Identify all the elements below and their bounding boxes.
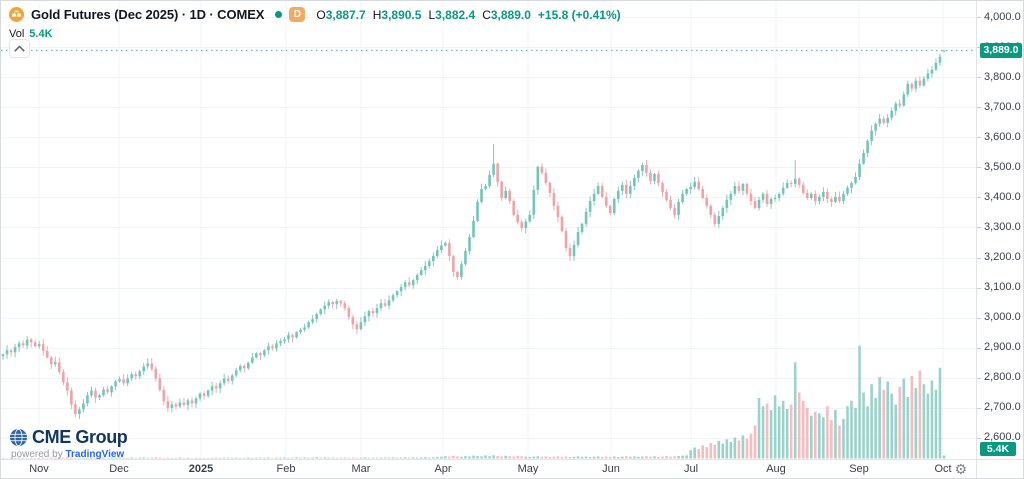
interval-badge[interactable]: D <box>289 7 306 22</box>
time-tick-label: Jul <box>683 463 699 475</box>
price-chart-canvas[interactable] <box>1 1 976 459</box>
candlestick-series <box>1 49 946 420</box>
time-tick-label: Nov <box>29 463 49 475</box>
cme-globe-icon <box>9 428 28 447</box>
cme-group-logo[interactable]: CME Group <box>9 427 128 448</box>
time-tick-label: Feb <box>276 463 296 475</box>
price-tick-label: 3,300.0 <box>984 220 1021 233</box>
price-tick-label: 3,100.0 <box>984 281 1021 294</box>
price-tick-mark <box>977 17 981 18</box>
powered-by-text: powered by <box>11 449 63 460</box>
price-tick-label: 2,900.0 <box>984 341 1021 354</box>
time-tick-label: Sep <box>849 463 869 475</box>
chart-legend-overlay: Gold Futures (Dec 2025) · 1D · COMEX D O… <box>9 6 621 58</box>
gear-icon[interactable]: ⚙ <box>954 461 967 477</box>
legend-change: +15.8 (+0.41%) <box>537 7 621 22</box>
price-tick-label: 2,700.0 <box>984 401 1021 414</box>
tradingview-link[interactable]: TradingView <box>65 449 125 460</box>
volume-value: 5.4K <box>29 28 53 40</box>
price-tick-mark <box>977 167 981 169</box>
price-tick-label: 3,000.0 <box>984 311 1021 324</box>
axis-corner <box>976 459 1023 478</box>
price-tick-label: 3,400.0 <box>984 190 1021 203</box>
price-tick-mark <box>977 257 981 259</box>
time-tick-label: Oct <box>934 463 952 475</box>
gridlines <box>1 1 976 459</box>
price-tick-mark <box>977 77 981 79</box>
time-tick-label: Apr <box>434 463 452 475</box>
price-tick-mark <box>977 227 981 229</box>
price-tick-label: 2,800.0 <box>984 371 1021 384</box>
price-tick-mark <box>977 107 981 109</box>
price-tick-mark <box>977 347 981 349</box>
last-price-badge: 3,889.0 <box>980 42 1022 58</box>
symbol-title[interactable]: Gold Futures (Dec 2025) · 1D · COMEX <box>31 7 265 22</box>
legend-low: L3,882.4 <box>428 7 476 22</box>
price-tick-mark <box>977 137 981 139</box>
market-status-dot <box>275 11 283 18</box>
legend-high: H3,890.5 <box>372 7 422 22</box>
chevron-up-icon <box>14 45 25 52</box>
price-tick-mark <box>977 287 981 289</box>
cme-group-text: CME Group <box>32 427 128 447</box>
time-tick-label: Dec <box>109 463 129 475</box>
price-tick-label: 4,000.0 <box>984 10 1021 23</box>
price-tick-mark <box>977 317 981 319</box>
price-tick-mark <box>977 197 981 199</box>
time-tick-label: May <box>517 463 539 475</box>
time-tick-label: Mar <box>351 463 371 475</box>
volume-label: Vol <box>9 28 25 40</box>
price-tick-label: 2,600.0 <box>984 431 1021 444</box>
chart-pane[interactable]: Gold Futures (Dec 2025) · 1D · COMEX D O… <box>1 1 976 460</box>
ohlc-legend: O3,887.7 H3,890.5 L3,882.4 C3,889.0 +15.… <box>316 8 620 22</box>
volume-legend: Vol 5.4K <box>9 27 621 41</box>
legend-open: O3,887.7 <box>316 7 366 22</box>
price-tick-mark <box>977 407 981 409</box>
time-tick-label: Jun <box>602 463 620 475</box>
time-tick-label: Aug <box>766 463 786 475</box>
time-tick-label: 2025 <box>188 463 214 475</box>
price-tick-label: 3,200.0 <box>984 251 1021 264</box>
time-axis[interactable]: ⚙ Nov Dec 2025 Feb Mar Apr May Jun Jul Aug Sep Oct <box>1 459 976 478</box>
symbol-logo-gold-icon <box>9 7 24 22</box>
price-tick-label: 3,800.0 <box>984 70 1021 83</box>
price-axis[interactable]: 3,889.0 5.4K 4,000.03,900.03,800.03,700.… <box>976 1 1023 459</box>
price-tick-mark <box>977 437 981 439</box>
last-volume-badge: 5.4K <box>980 442 1016 456</box>
legend-close: C3,889.0 <box>482 7 531 22</box>
collapse-legend-button[interactable] <box>9 39 30 58</box>
price-tick-mark <box>977 47 981 49</box>
branding-overlay: CME Group powered by TradingView <box>9 427 128 460</box>
price-tick-label: 3,600.0 <box>984 130 1021 143</box>
price-tick-mark <box>977 377 981 379</box>
price-tick-label: 3,700.0 <box>984 100 1021 113</box>
price-tick-label: 3,500.0 <box>984 160 1021 173</box>
volume-series <box>1 345 946 459</box>
